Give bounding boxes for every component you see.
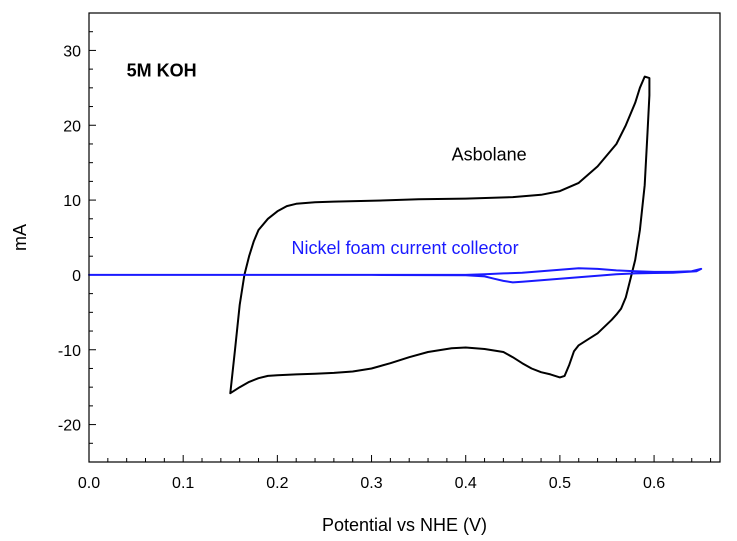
- y-axis-ticks: -20 -10 0 10 20 30: [58, 12, 96, 463]
- x-tick-label: 0.5: [549, 475, 571, 492]
- x-tick-label: 0.3: [360, 475, 382, 492]
- y-axis-title: mA: [10, 224, 30, 251]
- x-axis-ticks: 0.0 0.1 0.2 0.3 0.4 0.5 0.6: [78, 455, 712, 492]
- y-tick-label: -20: [58, 418, 81, 435]
- x-tick-label: 0.6: [643, 475, 665, 492]
- annotation-label: Nickel foam current collector: [291, 238, 518, 258]
- x-tick-label: 0.1: [172, 475, 194, 492]
- annotation-label: 5M KOH: [127, 61, 197, 81]
- y-tick-label: 20: [63, 118, 81, 135]
- y-tick-label: -10: [58, 343, 81, 360]
- y-tick-label: 0: [72, 268, 81, 285]
- y-tick-label: 10: [63, 193, 81, 210]
- x-tick-label: 0.4: [455, 475, 477, 492]
- y-tick-label: 30: [63, 43, 81, 60]
- series-line-0: [229, 75, 651, 395]
- x-tick-label: 0.0: [78, 475, 100, 492]
- plot-frame: [88, 12, 721, 463]
- series-line-1: [88, 267, 703, 284]
- x-axis-title: Potential vs NHE (V): [322, 515, 487, 535]
- x-tick-label: 0.2: [266, 475, 288, 492]
- annotation-label: Asbolane: [452, 144, 527, 164]
- plot-series: [88, 75, 703, 395]
- annotations: 5M KOH Asbolane Nickel foam current collec…: [127, 61, 527, 258]
